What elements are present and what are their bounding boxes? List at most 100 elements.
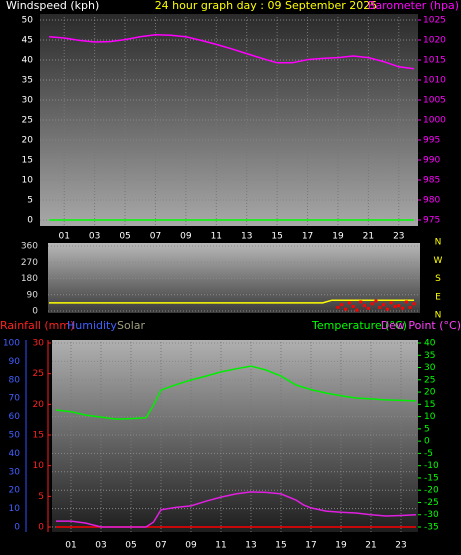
wind-direction-point [347,301,351,305]
y-tick-label: 30 [9,467,21,477]
y2-tick-label: 1020 [423,36,446,46]
y2-tick-label: -35 [424,523,439,533]
dew-label: Dew Point (°C) [381,319,461,332]
y2-tick-label: 1015 [423,56,446,66]
y3-tick-label: 5 [38,492,44,502]
y2-tick-label: -25 [424,498,439,508]
x-tick-label: 23 [395,541,406,551]
y-tick-label: 50 [9,431,21,441]
y-tick-label: 80 [9,375,21,385]
x-tick-label: 23 [393,232,404,242]
wind-direction-point [340,303,344,307]
humidity-label: Humidity [67,319,117,332]
x-tick-label: 11 [211,232,222,242]
y-tick-label: 0 [14,523,20,533]
x-tick-label: 09 [180,232,192,242]
y3-tick-label: 30 [33,339,45,349]
wind-direction-point [374,299,378,303]
wind-direction-point [412,302,416,306]
x-tick-label: 13 [241,232,252,242]
x-tick-label: 01 [58,232,69,242]
y3-tick-label: 0 [38,523,44,533]
x-tick-label: 09 [185,541,197,551]
y-tick-label: 40 [22,56,34,66]
y3-tick-label: 15 [33,431,44,441]
y-tick-label: 20 [22,136,34,146]
y2-tick-label: -20 [424,486,439,496]
compass-label: W [434,256,443,266]
x-tick-label: 19 [332,232,344,242]
x-tick-label: 19 [335,541,347,551]
x-tick-label: 05 [125,541,136,551]
y-tick-label: 90 [27,290,39,300]
x-tick-label: 13 [245,541,256,551]
y2-tick-label: -15 [424,473,439,483]
x-tick-label: 21 [363,232,374,242]
compass-label: N [435,311,442,321]
y-tick-label: 180 [21,274,38,284]
x-tick-label: 01 [65,541,76,551]
x-tick-label: 15 [271,232,282,242]
x-tick-label: 17 [302,232,313,242]
x-tick-label: 07 [155,541,166,551]
y-tick-label: 10 [22,176,34,186]
y3-tick-label: 10 [33,461,45,471]
y2-tick-label: 980 [423,196,440,206]
y-tick-label: 360 [21,242,38,252]
y2-tick-label: 10 [424,412,436,422]
solar-label: Solar [117,319,146,332]
wind-direction-point [378,305,382,309]
y2-tick-label: 0 [424,437,430,447]
y-tick-label: 20 [9,486,21,496]
wind-direction-point [359,300,363,304]
x-tick-label: 17 [305,541,316,551]
y-tick-label: 35 [22,76,33,86]
wind-direction-point [408,305,412,309]
x-tick-label: 11 [215,541,226,551]
x-tick-label: 03 [95,541,106,551]
wind-direction-point [397,304,401,308]
y-tick-label: 270 [21,258,38,268]
wind-direction-point [393,304,397,308]
y-tick-label: 40 [9,449,21,459]
compass-label: E [435,292,441,302]
y2-tick-label: 1025 [423,16,446,26]
compass-label: N [435,238,442,248]
wind-direction-point [404,300,408,304]
y-tick-label: 70 [9,394,21,404]
y-tick-label: 60 [9,412,21,422]
y2-tick-label: 1000 [423,116,446,126]
y-tick-label: 0 [27,216,33,226]
y2-label: Barometer (hpa) [368,0,459,12]
x-tick-label: 15 [275,541,286,551]
series-line [56,491,417,528]
wind-direction-point [401,306,405,310]
y-tick-label: 100 [3,339,20,349]
wind-direction-point [389,301,393,305]
panel-background [52,340,418,532]
y-tick-label: 30 [22,96,34,106]
y2-tick-label: 975 [423,216,440,226]
x-tick-label: 21 [365,541,376,551]
y-tick-label: 90 [9,357,21,367]
y2-tick-label: 15 [424,400,435,410]
y2-tick-label: 995 [423,136,440,146]
y2-tick-label: -5 [424,449,433,459]
wind-direction-point [363,304,367,308]
x-tick-label: 03 [89,232,100,242]
y2-tick-label: 40 [424,339,436,349]
series-line [55,365,417,420]
y-tick-label: 10 [9,504,21,514]
series-line [48,34,415,70]
wind-direction-point [366,306,370,310]
y2-tick-label: 35 [424,351,435,361]
y2-tick-label: -10 [424,461,439,471]
y-tick-label: 5 [27,196,33,206]
y-tick-label: 45 [22,36,33,46]
chart-title: 24 hour graph day : 09 September 2025 [155,0,378,12]
compass-label: S [435,274,441,284]
y2-tick-label: 985 [423,176,440,186]
y-tick-label: 25 [22,116,33,126]
wind-direction-point [344,307,348,311]
wind-direction-point [355,308,359,312]
